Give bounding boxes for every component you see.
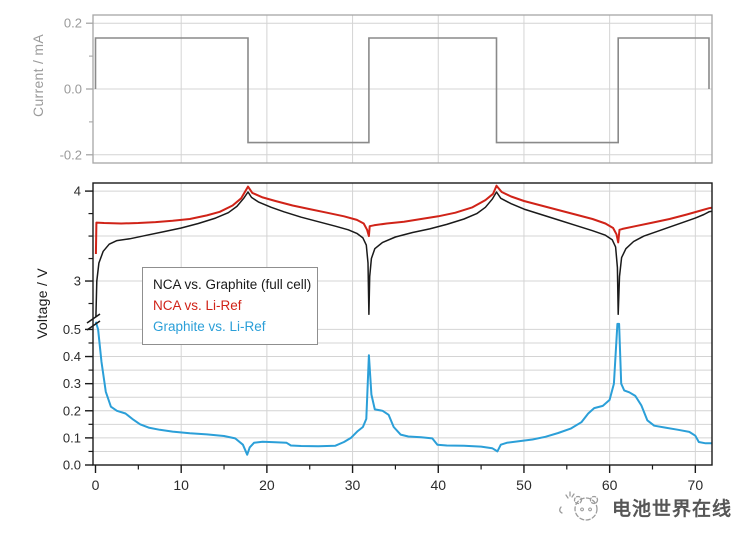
watermark-logo-icon xyxy=(559,491,599,521)
x-tick-label: 60 xyxy=(602,477,618,493)
x-tick-label: 70 xyxy=(688,477,704,493)
series-cycling-current xyxy=(94,37,710,144)
x-tick-label: 10 xyxy=(173,477,189,493)
voltage-panel-border xyxy=(92,182,713,466)
current-y-tick-label: 0.0 xyxy=(64,82,82,97)
x-tick-label: 40 xyxy=(430,477,446,493)
x-tick-label: 20 xyxy=(259,477,275,493)
legend-entry-full-cell: NCA vs. Graphite (full cell) xyxy=(153,277,312,292)
voltage-y-tick-label: 3 xyxy=(74,274,81,289)
voltage-y-tick-label: 0.1 xyxy=(63,430,81,445)
x-tick-label: 0 xyxy=(92,477,100,493)
axis-break-mark xyxy=(86,320,101,331)
x-tick-label: 50 xyxy=(516,477,532,493)
watermark-text: 电池世界在线 xyxy=(612,498,733,520)
legend-entry-nca: NCA vs. Li-Ref xyxy=(153,298,242,313)
voltage-axis-title: Voltage / V xyxy=(34,268,50,340)
watermark: 电池世界在线 xyxy=(556,486,754,528)
current-y-tick-label: 0.2 xyxy=(64,16,82,31)
series-graphite-vs-li-ref xyxy=(94,321,712,456)
legend-entry-graphite: Graphite vs. Li-Ref xyxy=(153,319,266,334)
legend-box: NCA vs. Graphite (full cell) NCA vs. Li-… xyxy=(142,267,318,345)
x-tick-label: 30 xyxy=(345,477,361,493)
current-axis-title: Current / mA xyxy=(30,34,46,117)
series-nca-vs-li-ref xyxy=(94,184,712,255)
axis-break-mark xyxy=(86,313,101,324)
series-nca-vs-graphite-full-cell xyxy=(95,191,712,318)
voltage-y-tick-label: 0.4 xyxy=(63,349,81,364)
voltage-y-tick-label: 0.3 xyxy=(63,376,81,391)
current-y-tick-label: -0.2 xyxy=(60,147,82,162)
voltage-y-tick-label: 4 xyxy=(74,184,81,199)
voltage-y-tick-label: 0.0 xyxy=(63,458,81,473)
voltage-y-tick-label: 0.5 xyxy=(63,322,81,337)
voltage-y-tick-label: 0.2 xyxy=(63,403,81,418)
